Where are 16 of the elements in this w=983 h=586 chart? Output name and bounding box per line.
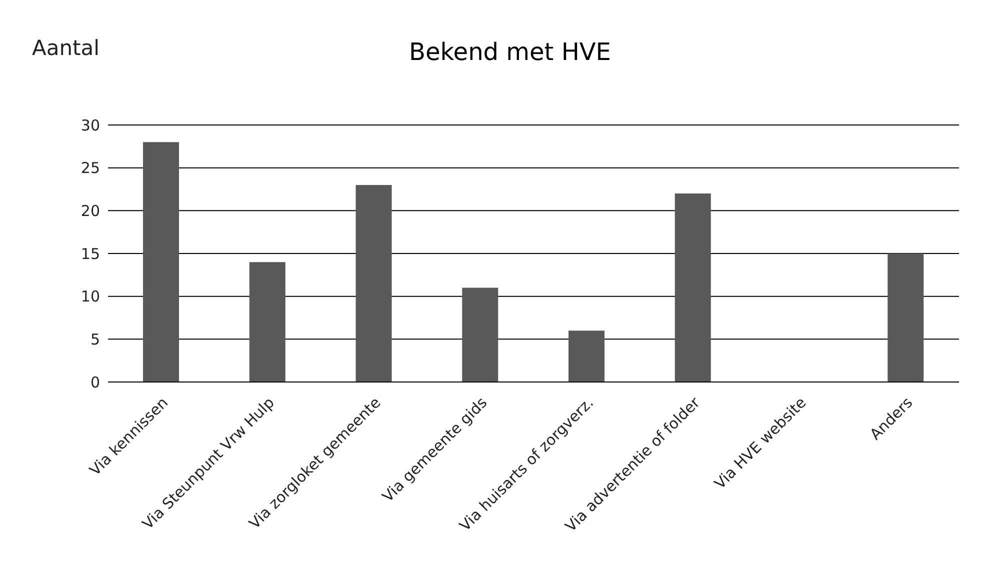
bar (568, 330, 604, 382)
bar (356, 184, 392, 382)
y-tick-label: 15 (80, 244, 100, 263)
y-tick-label: 20 (80, 202, 100, 220)
bar (888, 254, 924, 382)
bar (143, 142, 179, 382)
y-tick-label: 10 (80, 288, 100, 306)
bar (249, 262, 286, 382)
bar (462, 288, 498, 382)
y-axis-title: Aantal (32, 36, 100, 60)
bar (674, 194, 711, 382)
y-tick-label: 0 (90, 373, 100, 392)
y-tick-label: 5 (90, 330, 100, 348)
y-tick-label: 30 (80, 116, 100, 134)
y-tick-label: 25 (80, 159, 100, 178)
chart-title: Bekend met HVE (409, 38, 611, 66)
